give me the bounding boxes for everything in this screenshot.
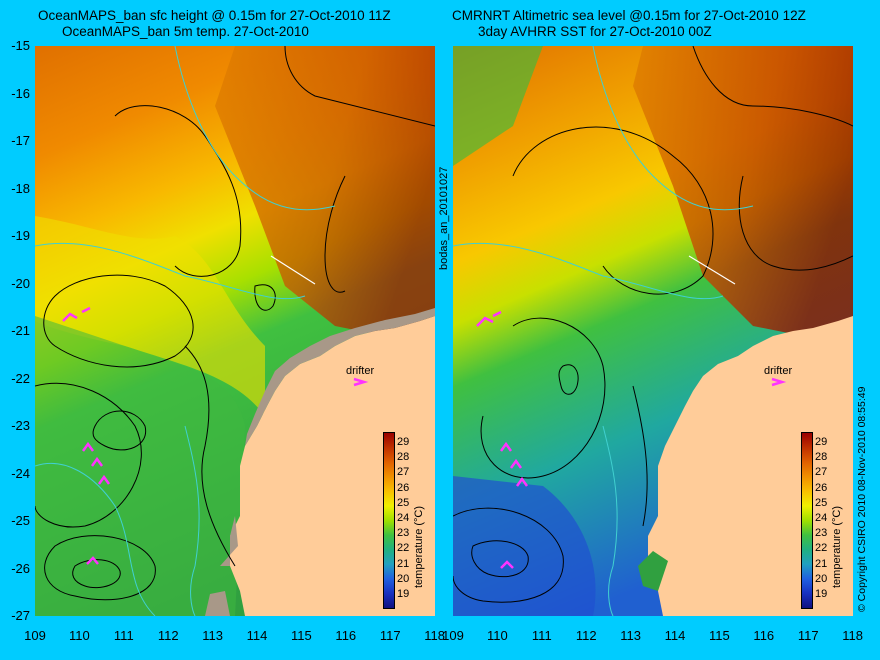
right-x-tick-label: 112 bbox=[575, 628, 597, 643]
left-colorbar-tick: 27 bbox=[397, 466, 410, 479]
left-colorbar-tick: 26 bbox=[397, 481, 410, 494]
right-x-tick-label: 113 bbox=[620, 628, 641, 643]
left-colorbar-tick: 23 bbox=[397, 527, 410, 540]
y-tick-label: -21 bbox=[11, 323, 30, 338]
y-tick-label: -17 bbox=[11, 133, 30, 148]
right-colorbar-tick: 23 bbox=[815, 527, 828, 540]
y-tick-label: -27 bbox=[11, 608, 30, 623]
left-colorbar-title: temperature (°C) bbox=[413, 505, 425, 588]
right-colorbar-tick: 29 bbox=[815, 436, 828, 448]
right-x-tick-label: 118 bbox=[842, 628, 863, 643]
left-colorbar-tick: 21 bbox=[397, 557, 410, 570]
right-panel-title-line1: CMRNRT Altimetric sea level @0.15m for 2… bbox=[452, 8, 806, 23]
left-colorbar-tick: 25 bbox=[397, 496, 410, 509]
right-colorbar-tick: 24 bbox=[815, 512, 828, 524]
y-tick-label: -24 bbox=[11, 465, 30, 481]
right-x-tick-label: 114 bbox=[664, 628, 686, 643]
copyright-label: © Copyright CSIRO 2010 08-Nov-2010 08:55… bbox=[856, 386, 868, 612]
left-colorbar-tick: 19 bbox=[397, 588, 410, 600]
left-colorbar-tick: 29 bbox=[397, 436, 410, 448]
right-colorbar-tick: 26 bbox=[815, 481, 828, 494]
right-colorbar-tick: 20 bbox=[815, 572, 828, 585]
right-x-tick-label: 109 bbox=[442, 628, 464, 643]
right-x-tick-label: 117 bbox=[797, 628, 819, 643]
left-x-tick-label: 112 bbox=[157, 628, 179, 643]
left-drifter-label: drifter bbox=[346, 365, 375, 377]
right-colorbar bbox=[801, 432, 813, 609]
left-x-tick-label: 117 bbox=[379, 628, 401, 643]
y-tick-label: -20 bbox=[11, 275, 30, 291]
y-tick-label: -16 bbox=[11, 85, 30, 101]
right-colorbar-tick: 19 bbox=[815, 588, 828, 600]
left-colorbar-tick: 22 bbox=[397, 542, 410, 555]
left-x-tick-label: 109 bbox=[24, 628, 46, 643]
left-map-panel bbox=[35, 46, 435, 616]
right-colorbar-title: temperature (°C) bbox=[831, 505, 843, 588]
right-x-tick-label: 111 bbox=[531, 628, 552, 643]
left-panel-title-line2: OceanMAPS_ban 5m temp. 27-Oct-2010 bbox=[62, 24, 309, 39]
left-map-svg bbox=[35, 46, 435, 616]
right-colorbar-tick: 28 bbox=[815, 451, 828, 464]
left-colorbar-tick: 24 bbox=[397, 512, 410, 524]
y-tick-label: -15 bbox=[11, 38, 30, 53]
left-x-tick-label: 110 bbox=[69, 628, 90, 643]
right-panel-title-line2: 3day AVHRR SST for 27-Oct-2010 00Z bbox=[478, 24, 712, 39]
left-panel-title-line1: OceanMAPS_ban sfc height @ 0.15m for 27-… bbox=[38, 8, 391, 23]
right-colorbar-tick: 27 bbox=[815, 466, 828, 479]
right-colorbar-tick: 22 bbox=[815, 542, 828, 555]
left-x-tick-label: 111 bbox=[113, 628, 134, 643]
y-tick-label: -18 bbox=[11, 180, 30, 196]
right-map-panel bbox=[453, 46, 853, 616]
right-x-tick-label: 116 bbox=[753, 628, 775, 643]
y-tick-label: -19 bbox=[11, 228, 30, 243]
right-colorbar-tick: 25 bbox=[815, 496, 828, 509]
y-tick-label: -26 bbox=[11, 560, 30, 576]
run-label: bodas_an_20101027 bbox=[438, 166, 450, 270]
left-x-tick-label: 114 bbox=[246, 628, 268, 643]
y-tick-label: -23 bbox=[11, 418, 30, 433]
left-colorbar bbox=[383, 432, 395, 609]
right-colorbar-tick: 21 bbox=[815, 557, 828, 570]
left-x-tick-label: 118 bbox=[424, 628, 445, 643]
right-x-tick-label: 110 bbox=[487, 628, 508, 643]
right-x-tick-label: 115 bbox=[709, 628, 730, 643]
y-tick-label: -22 bbox=[11, 370, 30, 386]
left-x-tick-label: 115 bbox=[291, 628, 312, 643]
right-drifter-label: drifter bbox=[764, 365, 793, 377]
y-tick-label: -25 bbox=[11, 513, 30, 528]
right-map-svg bbox=[453, 46, 853, 616]
left-x-tick-label: 113 bbox=[202, 628, 223, 643]
left-x-tick-label: 116 bbox=[335, 628, 357, 643]
left-colorbar-tick: 28 bbox=[397, 451, 410, 464]
left-colorbar-tick: 20 bbox=[397, 572, 410, 585]
